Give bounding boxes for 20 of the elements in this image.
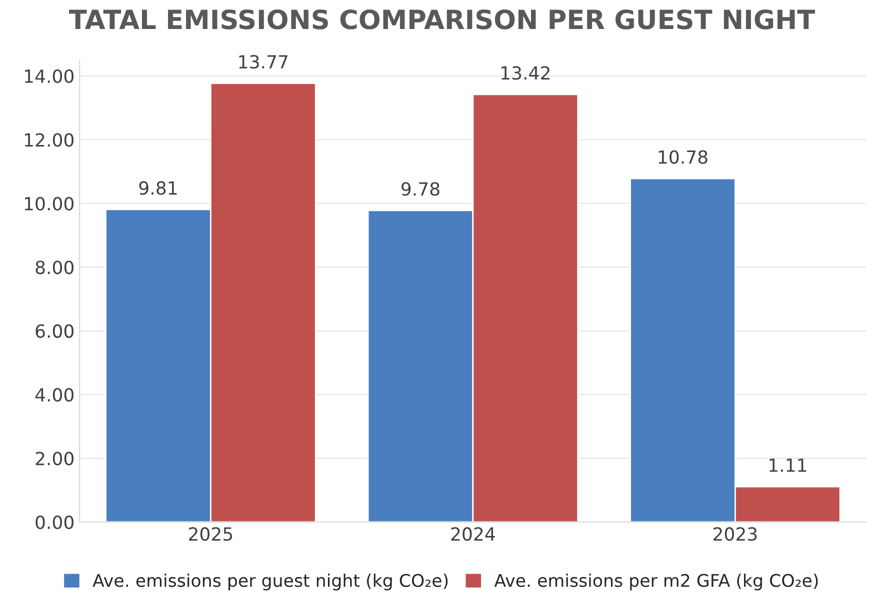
- y-tick-label: 0.00: [36, 515, 74, 530]
- y-tick-label: 4.00: [35, 388, 74, 402]
- y-tick-label: 8.00: [36, 260, 74, 274]
- data-label: 9.78: [402, 182, 440, 196]
- x-tick-label: 2024: [451, 527, 495, 541]
- y-tick-label: 14.00: [24, 69, 74, 84]
- data-label: 10.78: [658, 150, 708, 164]
- x-tick-label: 2023: [714, 527, 757, 541]
- legend-label: Ave. emissions per m2 GFA (kg CO₂e): [494, 574, 818, 590]
- chart-title: TATAL EMISSIONS COMPARISON PER GUEST NIGHT: [68, 9, 815, 30]
- y-tick-label: 10.00: [24, 196, 74, 210]
- y-tick-label: 2.00: [36, 452, 74, 466]
- data-label: 9.81: [139, 181, 177, 195]
- x-tick-label: 2025: [189, 527, 232, 541]
- data-label: 1.11: [770, 458, 806, 472]
- legend-label: Ave. emissions per guest night (kg CO₂e): [92, 574, 448, 590]
- data-label: 13.77: [239, 54, 288, 69]
- y-tick-label: 6.00: [36, 324, 74, 338]
- data-label: 13.42: [502, 66, 550, 80]
- y-tick-label: 12.00: [24, 133, 74, 147]
